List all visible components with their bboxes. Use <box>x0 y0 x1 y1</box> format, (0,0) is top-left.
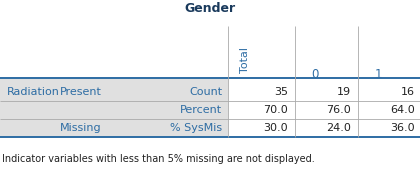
Text: 24.0: 24.0 <box>326 123 351 133</box>
Text: 64.0: 64.0 <box>390 105 415 115</box>
Text: 30.0: 30.0 <box>263 123 288 133</box>
Text: Count: Count <box>189 87 222 97</box>
Text: Total: Total <box>240 47 250 73</box>
Text: Present: Present <box>60 87 102 97</box>
Text: Missing: Missing <box>60 123 102 133</box>
Text: 1: 1 <box>374 68 382 81</box>
Text: 0: 0 <box>311 68 319 81</box>
Text: % SysMis: % SysMis <box>170 123 222 133</box>
Text: 76.0: 76.0 <box>326 105 351 115</box>
Text: 70.0: 70.0 <box>263 105 288 115</box>
Text: Radiation: Radiation <box>7 87 60 97</box>
Text: 36.0: 36.0 <box>390 123 415 133</box>
Text: Percent: Percent <box>180 105 222 115</box>
Bar <box>0 78 228 137</box>
Text: 19: 19 <box>337 87 351 97</box>
Text: 16: 16 <box>401 87 415 97</box>
Text: 35: 35 <box>274 87 288 97</box>
Text: Indicator variables with less than 5% missing are not displayed.: Indicator variables with less than 5% mi… <box>2 154 315 164</box>
Text: Gender: Gender <box>184 2 236 15</box>
